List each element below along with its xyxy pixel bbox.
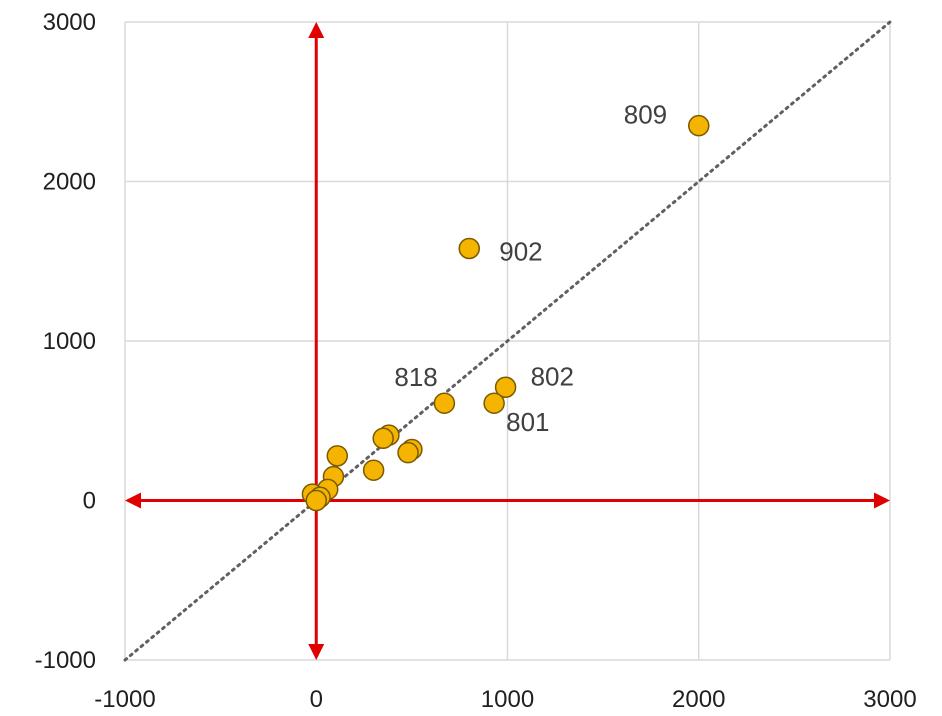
point-label: 818 <box>394 362 437 392</box>
data-point <box>458 237 480 260</box>
reference-line <box>123 20 892 662</box>
data-points <box>301 114 710 512</box>
y-tick-label: -1000 <box>35 647 96 674</box>
y-tick-label: 0 <box>83 488 96 515</box>
x-tick-label: 1000 <box>481 686 534 713</box>
data-point <box>494 376 517 399</box>
arrowhead-down <box>308 644 325 660</box>
arrowhead-up <box>308 22 325 38</box>
x-tick-label: -1000 <box>94 686 155 713</box>
point-labels: 809 902 818 802 801 <box>394 100 667 438</box>
x-tick-label: 0 <box>310 686 323 713</box>
point-label: 809 <box>624 100 667 130</box>
data-point <box>326 445 349 467</box>
data-point <box>305 489 327 512</box>
reference-line-group <box>123 20 892 662</box>
x-tick-labels: -1000 0 1000 2000 3000 <box>94 686 916 713</box>
y-tick-label: 2000 <box>43 169 96 196</box>
point-label: 802 <box>531 361 574 391</box>
data-point <box>433 392 456 414</box>
data-point <box>483 392 505 414</box>
y-tick-label: 3000 <box>43 9 96 36</box>
y-tick-label: 1000 <box>43 328 96 355</box>
arrowhead-left <box>125 492 141 509</box>
x-tick-label: 3000 <box>863 686 916 713</box>
point-label: 902 <box>499 236 542 266</box>
x-tick-label: 2000 <box>672 686 725 713</box>
arrowhead-right <box>874 492 890 509</box>
data-point <box>688 114 710 137</box>
axis-arrows <box>125 22 890 660</box>
data-point <box>362 459 385 481</box>
y-tick-labels: -1000 0 1000 2000 3000 <box>35 9 96 674</box>
data-point <box>372 427 394 450</box>
data-point <box>397 441 419 464</box>
point-label: 801 <box>506 407 549 437</box>
